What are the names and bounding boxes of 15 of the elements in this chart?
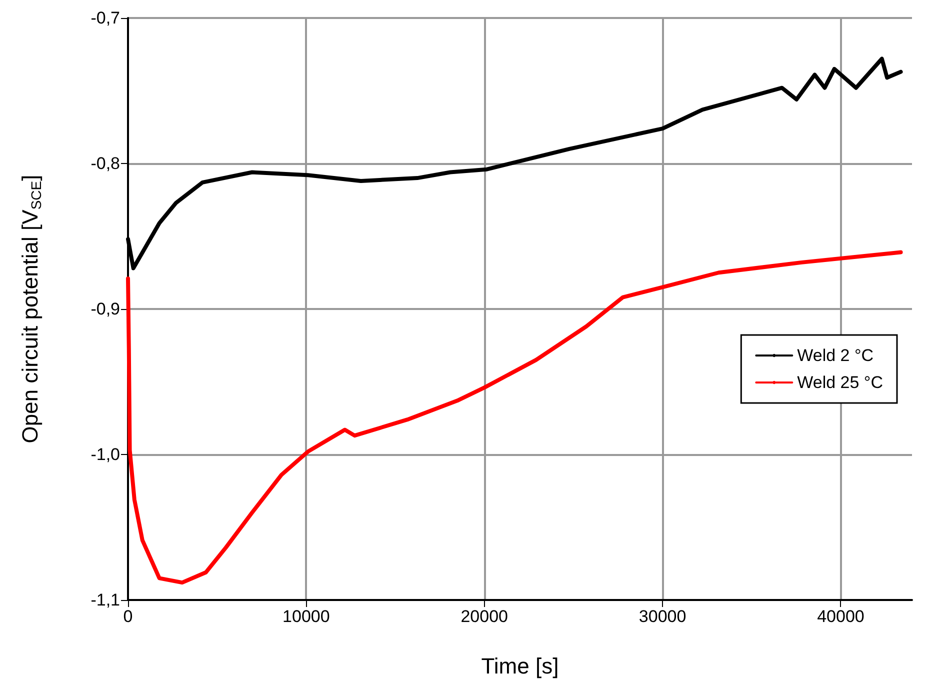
legend-label: Weld 25 °C: [797, 373, 884, 392]
x-tick-label: 30000: [638, 607, 686, 626]
legend-label: Weld 2 °C: [797, 346, 874, 365]
x-tick-label: 0: [123, 607, 133, 626]
y-axis-title: Open circuit potential [VSCE]: [18, 174, 44, 444]
x-tick-label: 40000: [817, 607, 864, 626]
y-tick-label: -0,9: [90, 300, 120, 318]
y-tick-label: -1,0: [90, 445, 120, 464]
y-tick-label: -0,7: [90, 8, 120, 28]
x-tick-label: 10000: [282, 607, 330, 626]
x-tick-label: 20000: [460, 607, 508, 626]
y-tick-label: -0,8: [90, 154, 120, 173]
x-axis-title: Time [s]: [481, 654, 559, 678]
line-series: [126, 250, 903, 585]
y-tick-label: -1,1: [90, 590, 120, 610]
